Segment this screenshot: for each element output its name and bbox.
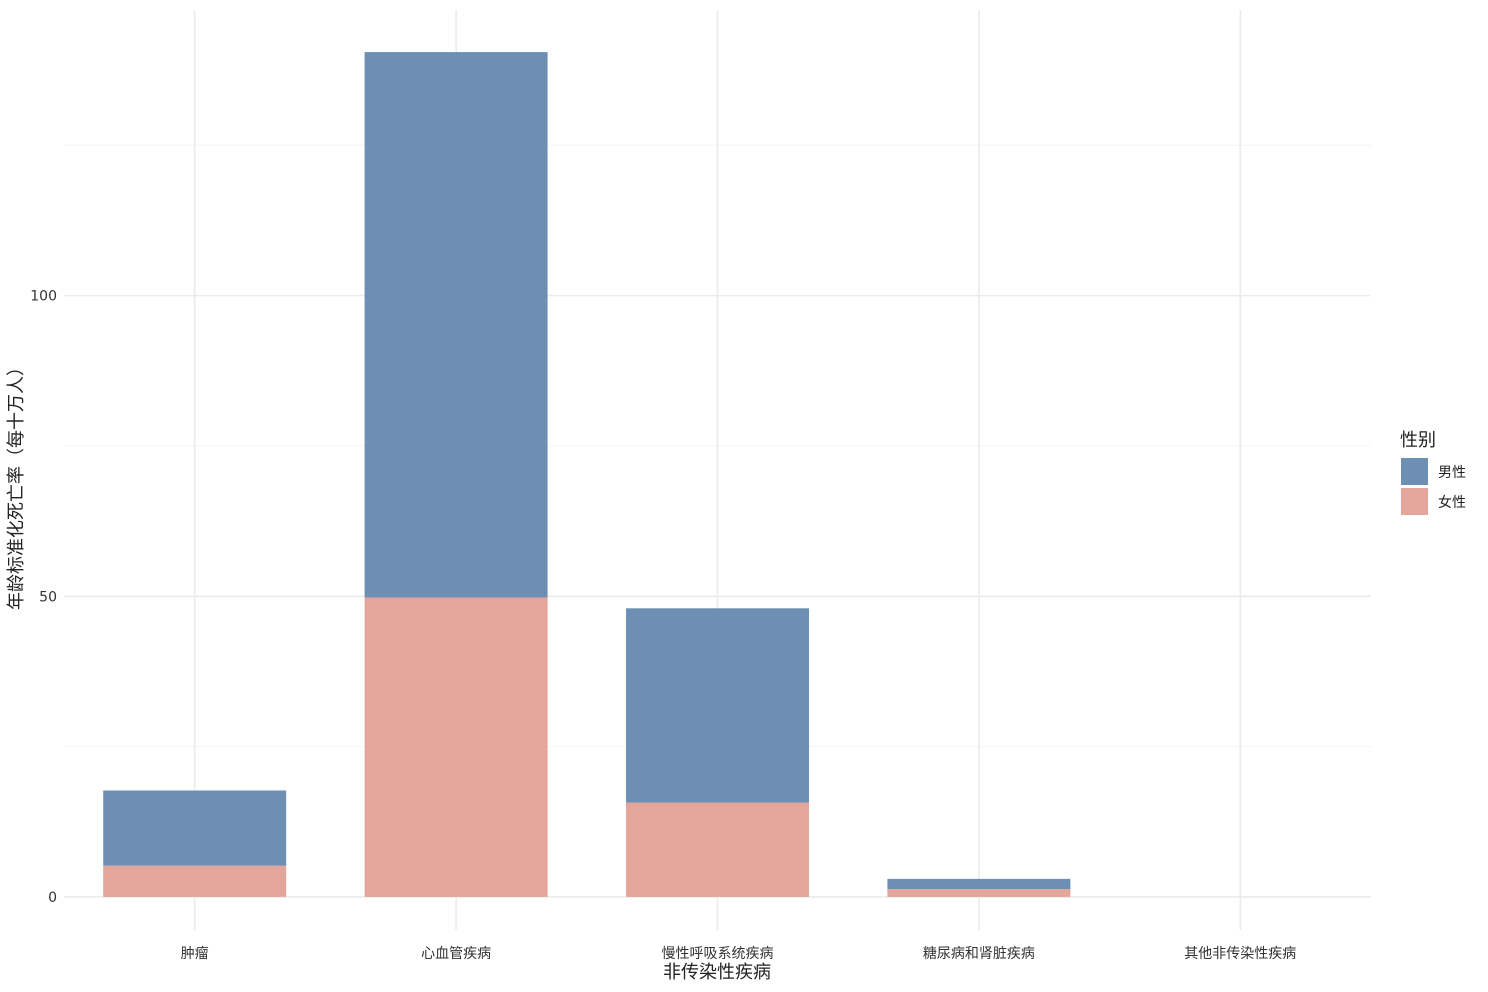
x-tick-labels: 肿瘤 心血管疾病 慢性呼吸系统疾病 糖尿病和肾脏疾病 其他非传染性疾病 [181,945,1297,962]
bar-female-3 [887,889,1071,897]
legend: 性别 男性 女性 [1400,430,1466,515]
bar-male-3 [887,878,1071,890]
legend-swatch-male [1401,458,1428,485]
bar-male-0 [103,790,287,866]
bar-female-1 [364,597,548,897]
y-tick-label-1: 50 [39,589,57,605]
bar-female-0 [103,865,287,897]
bar-male-2 [626,608,809,803]
legend-label-female: 女性 [1438,494,1466,511]
y-tick-label-2: 100 [30,289,57,305]
y-tick-label-0: 0 [48,890,57,906]
bar-female-2 [626,802,809,897]
y-tick-labels: 0 50 100 [30,289,57,906]
legend-title: 性别 [1400,430,1436,451]
x-tick-label-4: 其他非传染性疾病 [1184,946,1296,962]
legend-label-male: 男性 [1438,465,1466,481]
x-tick-label-3: 糖尿病和肾脏疾病 [923,946,1035,962]
x-tick-label-0: 肿瘤 [181,945,209,962]
x-tick-label-2: 慢性呼吸系统疾病 [662,945,774,962]
y-axis-title: 年龄标准化死亡率（每十万人） [6,358,27,610]
x-axis-title: 非传染性疾病 [663,962,771,983]
bar-male-1 [364,52,548,598]
x-tick-label-1: 心血管疾病 [421,946,491,962]
bars [103,52,1071,897]
legend-swatch-female [1401,488,1428,515]
